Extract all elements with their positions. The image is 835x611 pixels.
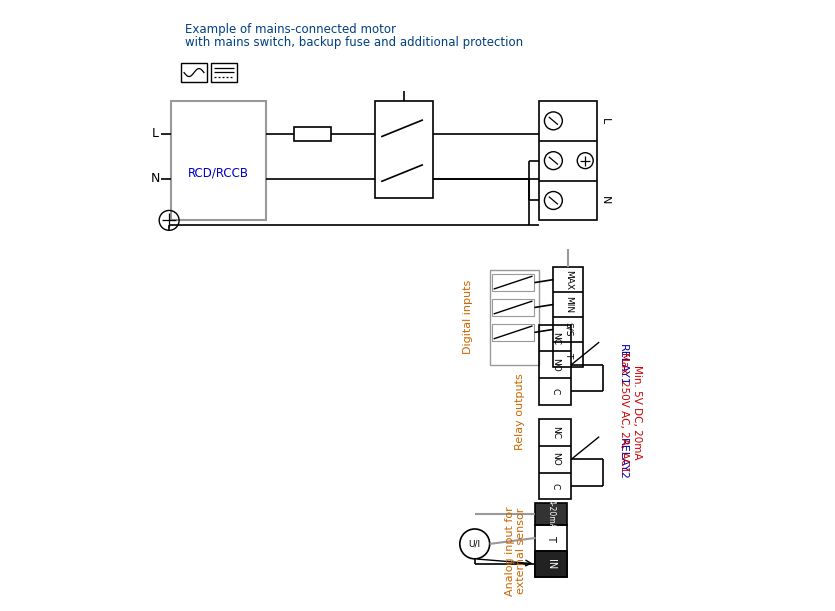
Text: L: L [152,127,159,141]
Bar [539,101,597,221]
Text: T: T [564,351,573,357]
Text: Example of mains-connected motor: Example of mains-connected motor [185,23,396,36]
Text: NO: NO [551,358,560,371]
Text: Min. 5V DC, 20mA: Min. 5V DC, 20mA [632,365,642,459]
Bar [539,420,571,499]
Bar [535,551,567,577]
Text: C: C [551,483,560,489]
Bar [535,503,567,525]
Text: Max. 250V AC, 2A, AC1: Max. 250V AC, 2A, AC1 [619,352,629,472]
Text: Digital inputs: Digital inputs [463,280,473,354]
Text: RCD/RCCB: RCD/RCCB [188,166,249,179]
Text: with mains switch, backup fuse and additional protection: with mains switch, backup fuse and addit… [185,36,524,49]
Text: L: L [600,118,610,124]
Text: 4-20mA: 4-20mA [547,499,556,529]
Bar [535,525,567,577]
Text: NC: NC [551,426,560,439]
Text: Analog input for
external sensor: Analog input for external sensor [504,506,526,596]
Bar [489,270,539,365]
Bar [554,267,583,367]
Text: NC: NC [551,332,560,345]
Bar [211,63,237,82]
Bar [492,324,534,341]
Bar [294,127,331,141]
Text: S/S: S/S [564,322,573,337]
Text: IN: IN [546,558,556,569]
Text: MAX: MAX [564,269,573,290]
Bar [181,63,207,82]
Text: T: T [546,535,556,541]
Bar [492,274,534,291]
Text: RELAY1: RELAY1 [618,344,628,386]
Bar [375,101,433,199]
Bar [171,101,266,221]
Text: N: N [600,196,610,205]
Text: RELAY2: RELAY2 [618,438,628,480]
Text: MIN: MIN [564,296,573,313]
Bar [492,299,534,316]
Text: U/I: U/I [468,540,481,549]
Bar [539,325,571,404]
Text: N: N [150,172,159,185]
Text: Relay outputs: Relay outputs [514,374,524,450]
Text: C: C [551,388,560,394]
Text: NO: NO [551,452,560,466]
